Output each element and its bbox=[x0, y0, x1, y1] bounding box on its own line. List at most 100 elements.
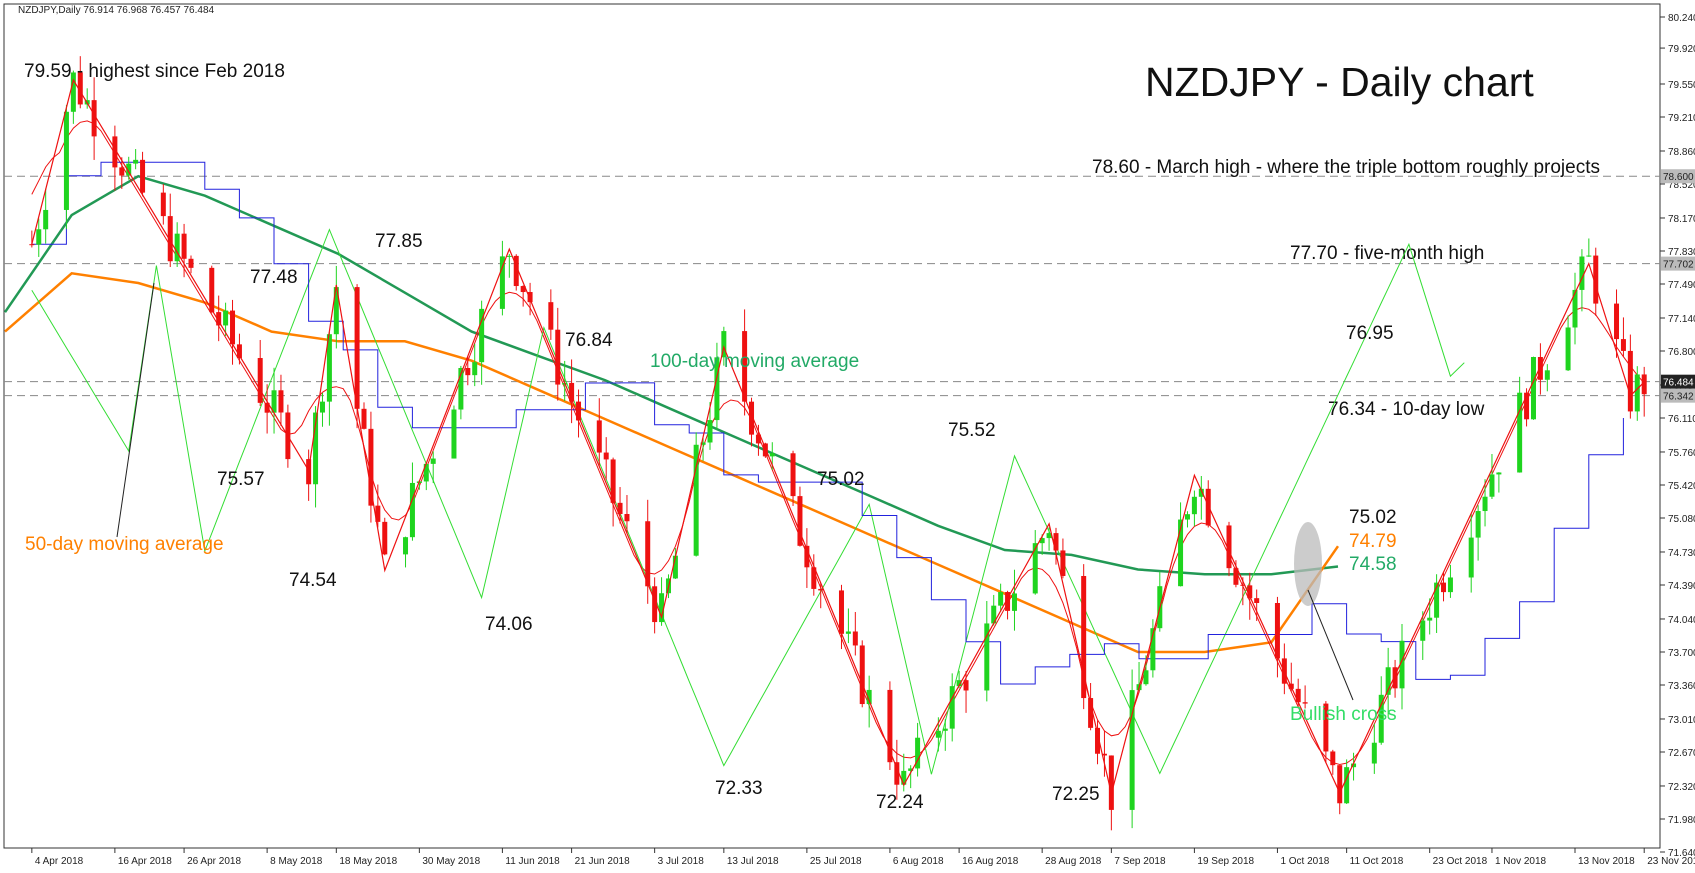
candle-body bbox=[472, 362, 478, 376]
candle-body bbox=[707, 420, 713, 443]
x-tick-label: 19 Sep 2018 bbox=[1197, 856, 1254, 867]
candle-body bbox=[596, 420, 602, 453]
level-label-march-high: 78.60 - March high - where the triple bo… bbox=[1092, 157, 1600, 178]
candle-body bbox=[1565, 327, 1571, 371]
candle-body bbox=[1530, 357, 1536, 420]
right-value-75.02: 75.02 bbox=[1349, 507, 1397, 528]
price-tag-text: 77.702 bbox=[1663, 260, 1694, 271]
candle-body bbox=[845, 631, 851, 634]
swing-label: 79.59 - highest since Feb 2018 bbox=[24, 61, 285, 82]
candle-body bbox=[133, 159, 139, 164]
candle-body bbox=[811, 567, 817, 589]
candle-body bbox=[790, 453, 796, 497]
y-tick-label: 73.700 bbox=[1668, 648, 1695, 659]
candle-body bbox=[1634, 374, 1640, 412]
y-tick-label: 79.550 bbox=[1668, 80, 1695, 91]
candle-body bbox=[991, 605, 997, 624]
x-tick-label: 4 Apr 2018 bbox=[35, 856, 84, 867]
x-tick-label: 21 Jun 2018 bbox=[575, 856, 630, 867]
candle-body bbox=[70, 72, 76, 112]
bullish-cross-pointer bbox=[1307, 589, 1354, 701]
candle-body bbox=[1323, 703, 1329, 752]
candle-body bbox=[1011, 593, 1017, 611]
x-tick-label: 6 Aug 2018 bbox=[893, 856, 944, 867]
y-tick-label: 75.420 bbox=[1668, 481, 1695, 492]
x-tick-label: 18 May 2018 bbox=[339, 856, 397, 867]
candle-body bbox=[458, 368, 464, 410]
ma50-label: 50-day moving average bbox=[25, 534, 224, 555]
x-tick-label: 28 Aug 2018 bbox=[1045, 856, 1102, 867]
candle-body bbox=[119, 167, 125, 176]
candle-body bbox=[430, 458, 436, 464]
price-tag-text: 78.600 bbox=[1663, 172, 1694, 183]
candle-body bbox=[1226, 525, 1232, 569]
candle-body bbox=[1496, 472, 1502, 475]
y-tick-label: 78.520 bbox=[1668, 180, 1695, 191]
candle-body bbox=[1378, 694, 1384, 743]
candle-body bbox=[859, 645, 865, 705]
candle-body bbox=[140, 159, 146, 193]
candle-body bbox=[230, 310, 236, 345]
candle-body bbox=[160, 192, 166, 217]
ma100-line bbox=[3, 174, 1339, 576]
candle-body bbox=[1544, 370, 1550, 380]
candle-body bbox=[29, 244, 35, 246]
candle-body bbox=[548, 302, 554, 330]
swing-label: 74.54 bbox=[289, 570, 337, 591]
ma100-label: 100-day moving average bbox=[650, 351, 859, 372]
candle-body bbox=[126, 163, 132, 176]
bullish-cross-highlight bbox=[1294, 522, 1322, 606]
candle-body bbox=[852, 631, 858, 646]
candle-body bbox=[1295, 688, 1301, 703]
candle-body bbox=[1434, 582, 1440, 618]
ma50-pointer bbox=[116, 282, 155, 538]
candle-body bbox=[1468, 537, 1474, 578]
candle-body bbox=[1101, 753, 1107, 756]
candle-body bbox=[271, 390, 277, 413]
candle-body bbox=[333, 287, 339, 335]
y-tick-label: 74.040 bbox=[1668, 615, 1695, 626]
swing-label: 76.95 bbox=[1346, 323, 1394, 344]
y-tick-label: 71.640 bbox=[1668, 848, 1695, 859]
level-label-10-day-low: 76.34 - 10-day low bbox=[1328, 399, 1485, 420]
candle-body bbox=[1205, 488, 1211, 526]
swing-label: 74.06 bbox=[485, 614, 533, 635]
kijun-line bbox=[31, 161, 1624, 685]
candle-body bbox=[513, 255, 519, 287]
candle-body bbox=[188, 258, 194, 268]
candle-body bbox=[1441, 582, 1447, 593]
swing-label: 76.84 bbox=[565, 330, 613, 351]
candle-body bbox=[949, 686, 955, 729]
swing-label: 77.85 bbox=[375, 231, 423, 252]
candle-body bbox=[1579, 256, 1585, 290]
x-tick-label: 16 Apr 2018 bbox=[118, 856, 172, 867]
candle-body bbox=[1489, 474, 1495, 497]
candle-body bbox=[479, 308, 485, 363]
candle-body bbox=[1005, 592, 1011, 611]
candle-body bbox=[569, 382, 575, 402]
candle-body bbox=[1143, 670, 1149, 685]
candle-body bbox=[174, 233, 180, 262]
candle-body bbox=[1572, 289, 1578, 328]
candle-body bbox=[1371, 742, 1377, 764]
candle-body bbox=[1351, 763, 1357, 768]
chart-title: NZDJPY - Daily chart bbox=[1145, 59, 1534, 105]
candle-body bbox=[1475, 511, 1481, 538]
x-tick-label: 30 May 2018 bbox=[422, 856, 480, 867]
swing-label: 72.25 bbox=[1052, 784, 1100, 805]
x-tick-label: 1 Oct 2018 bbox=[1280, 856, 1329, 867]
candle-body bbox=[866, 689, 872, 705]
candle-body bbox=[403, 537, 409, 555]
candle-body bbox=[1524, 392, 1530, 420]
y-tick-label: 76.110 bbox=[1668, 414, 1695, 425]
candle-body bbox=[652, 586, 658, 623]
candle-body bbox=[693, 444, 699, 556]
candle-body bbox=[1108, 755, 1114, 810]
candle-body bbox=[887, 689, 893, 763]
candle-body bbox=[257, 358, 263, 403]
candle-body bbox=[216, 312, 222, 326]
x-tick-label: 25 Jul 2018 bbox=[810, 856, 862, 867]
candle-body bbox=[838, 590, 844, 634]
